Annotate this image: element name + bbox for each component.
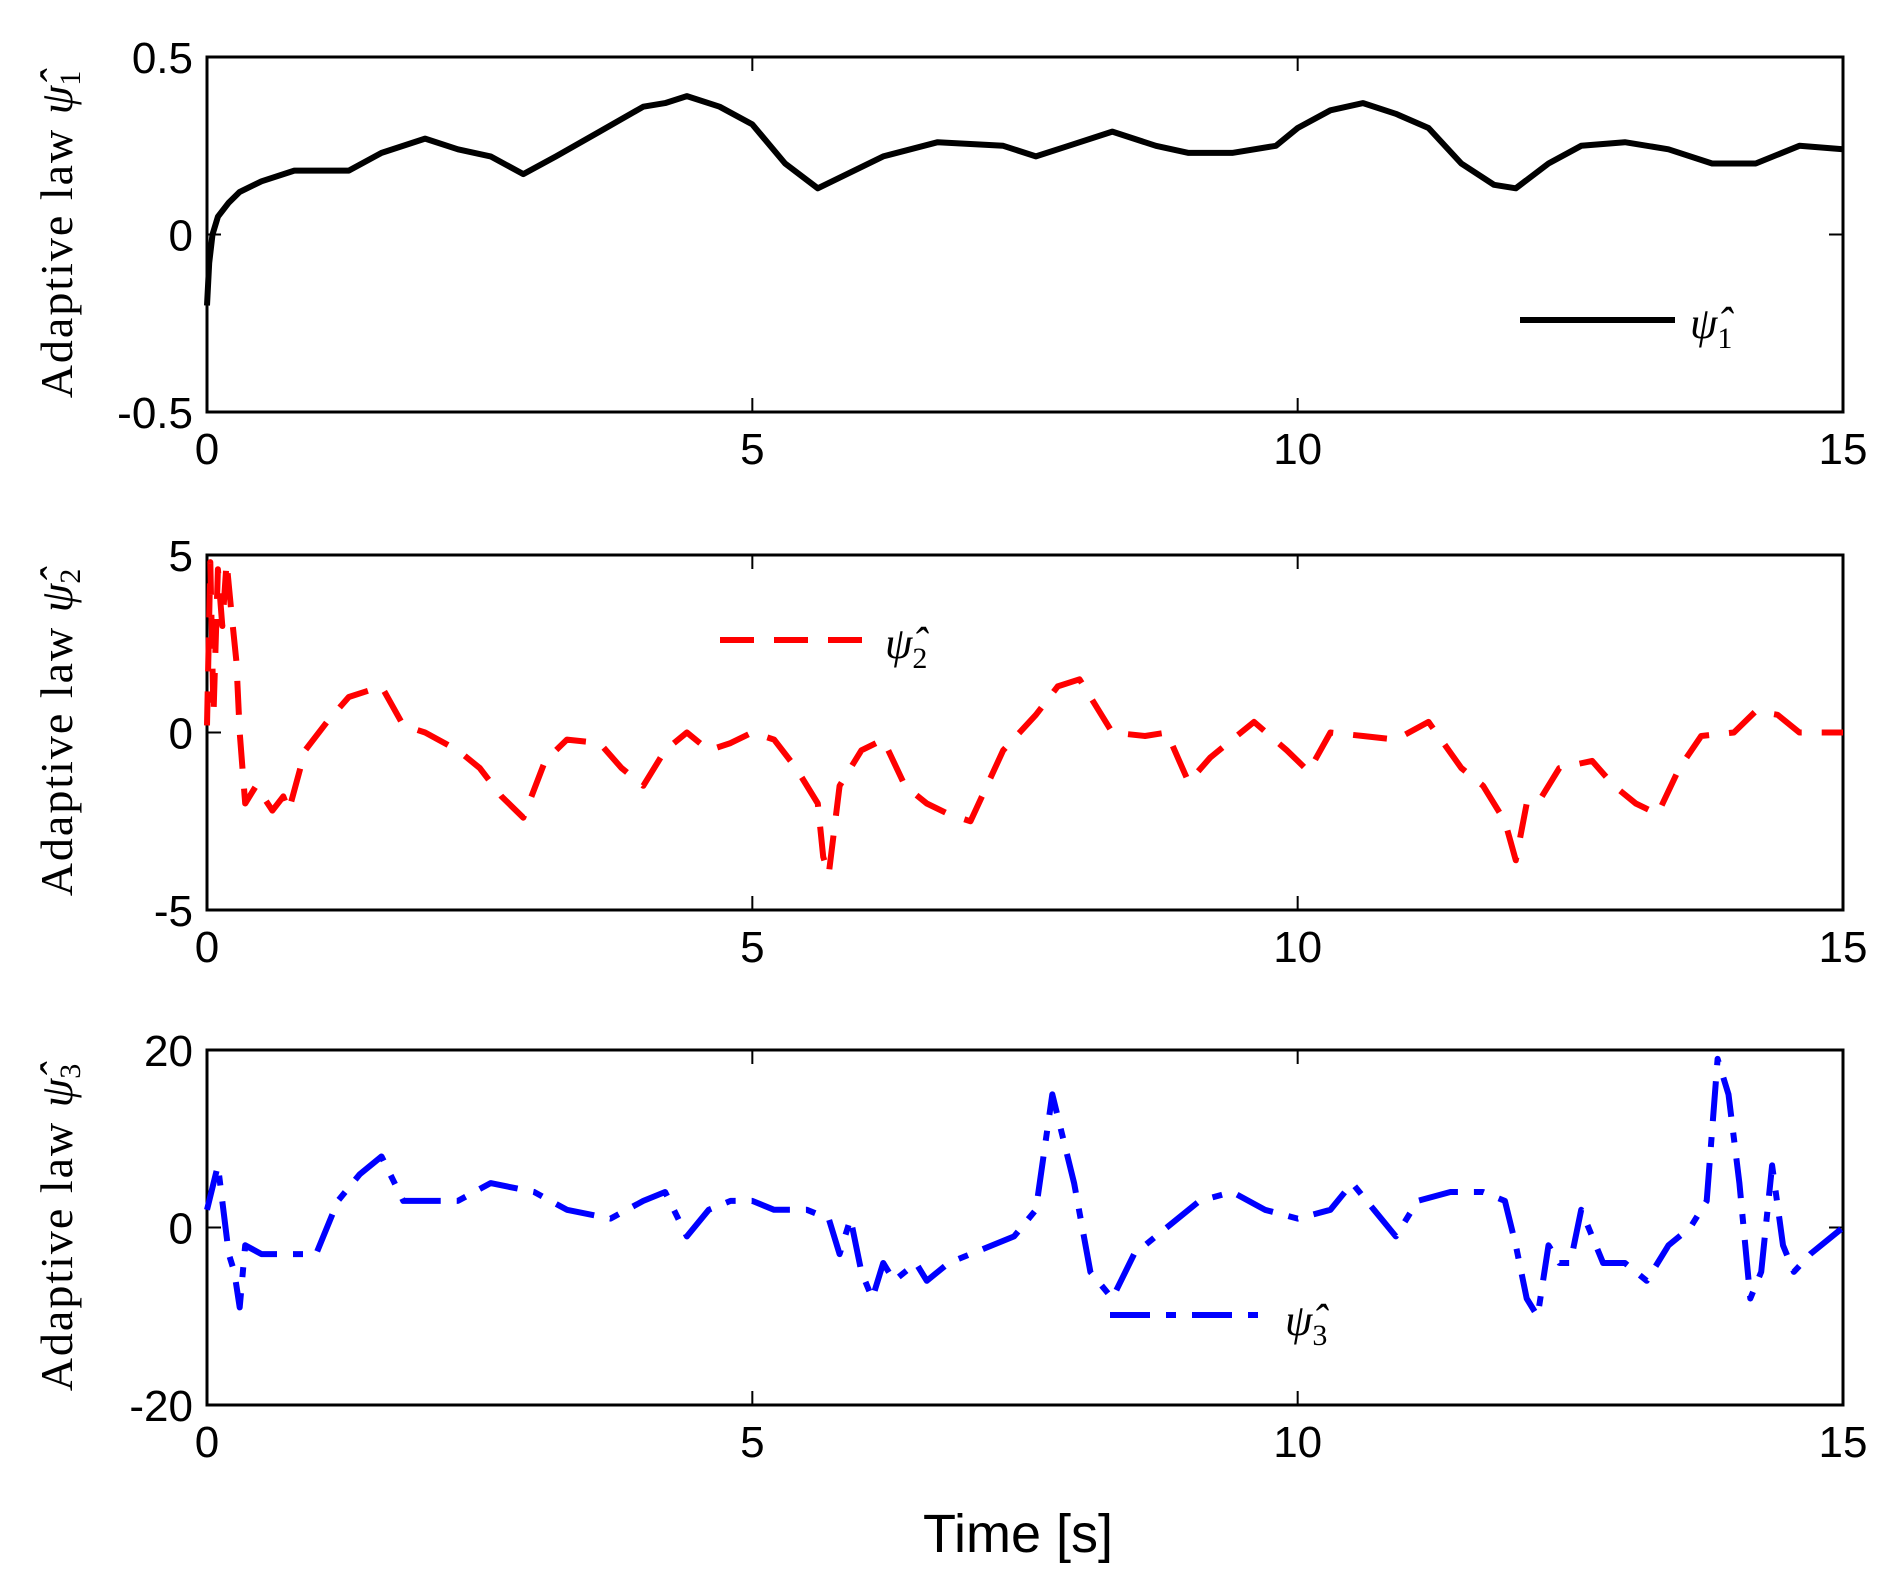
y-tick-label: 0.5: [132, 34, 193, 83]
x-tick-label: 5: [740, 923, 764, 972]
y-tick-label: 20: [144, 1027, 193, 1076]
y-tick-label: 0: [169, 212, 193, 261]
legend: ψ̂1: [1520, 299, 1734, 355]
x-tick-label: 15: [1819, 425, 1868, 474]
plot-frame: [205, 55, 1845, 414]
x-tick-label: 10: [1273, 425, 1322, 474]
y-tick-label: -0.5: [117, 389, 193, 438]
plot-frame: [205, 1048, 1845, 1407]
legend-label: ψ̂3: [1285, 1296, 1329, 1352]
plot-frame: [205, 553, 1845, 912]
x-tick-label: 10: [1273, 1418, 1322, 1467]
legend: ψ̂3: [1110, 1296, 1329, 1352]
y-axis-label: Adaptive law ψ̂1: [31, 68, 87, 399]
series-line: [204, 559, 1843, 878]
x-tick-label: 10: [1273, 923, 1322, 972]
y-tick-label: -5: [154, 887, 193, 936]
y-axis-label: Adaptive law ψ̂2: [31, 566, 87, 897]
x-tick-label: 5: [740, 1418, 764, 1467]
series-line: [204, 93, 1844, 306]
x-tick-label: 5: [740, 425, 764, 474]
x-tick-label: 0: [195, 1418, 219, 1467]
legend: ψ̂2: [720, 619, 929, 675]
y-tick-label: 0: [169, 710, 193, 759]
x-tick-label: 15: [1819, 1418, 1868, 1467]
series-line: [204, 1055, 1845, 1320]
y-tick-label: -20: [129, 1382, 193, 1431]
y-tick-label: 0: [169, 1205, 193, 1254]
legend-label: ψ̂2: [885, 619, 929, 675]
x-tick-label: 15: [1819, 923, 1868, 972]
x-axis-label: Time [s]: [923, 1504, 1113, 1564]
x-tick-label: 0: [195, 425, 219, 474]
legend-label: ψ̂1: [1690, 299, 1734, 355]
y-tick-label: 5: [169, 532, 193, 581]
y-axis-label: Adaptive law ψ̂3: [31, 1061, 87, 1392]
x-tick-label: 0: [195, 923, 219, 972]
